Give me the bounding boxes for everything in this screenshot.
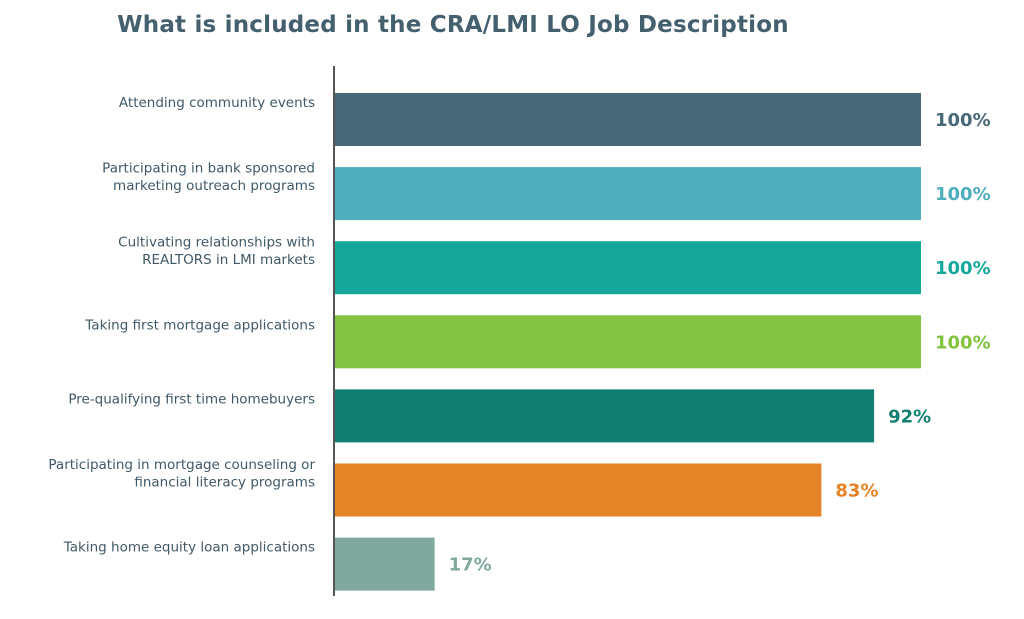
bar-3 bbox=[335, 241, 921, 295]
category-label-7: Taking home equity loan applications bbox=[63, 540, 315, 556]
bar-7 bbox=[335, 537, 435, 591]
category-label-3: Cultivating relationships with REALTORS i… bbox=[118, 234, 315, 268]
category-label-2: Participating in bank sponsored marketing… bbox=[102, 160, 315, 194]
bar-2 bbox=[335, 167, 921, 221]
value-label-3: 100% bbox=[935, 258, 991, 279]
bar-1 bbox=[335, 93, 921, 146]
value-label-5: 92% bbox=[888, 406, 931, 427]
value-label-7: 17% bbox=[449, 555, 492, 576]
category-label-1: Attending community events bbox=[119, 95, 315, 111]
bar-5 bbox=[335, 389, 875, 443]
bar-6 bbox=[335, 463, 822, 517]
category-label-4: Taking first mortgage applications bbox=[84, 317, 315, 333]
value-label-2: 100% bbox=[935, 184, 991, 205]
bar-4 bbox=[335, 315, 921, 369]
bars-layer bbox=[335, 93, 921, 591]
chart-title: What is included in the CRA/LMI LO Job D… bbox=[117, 12, 789, 38]
category-label-5: Pre-qualifying first time homebuyers bbox=[68, 391, 315, 407]
value-label-6: 83% bbox=[835, 481, 878, 502]
value-labels: 100% 100% 100% 100% 92% 83% 17% bbox=[449, 110, 991, 576]
category-label-6: Participating in mortgage counseling or f… bbox=[48, 457, 315, 491]
value-label-1: 100% bbox=[935, 110, 991, 131]
category-labels: Attending community events Participating … bbox=[48, 95, 315, 556]
value-label-4: 100% bbox=[935, 332, 991, 353]
